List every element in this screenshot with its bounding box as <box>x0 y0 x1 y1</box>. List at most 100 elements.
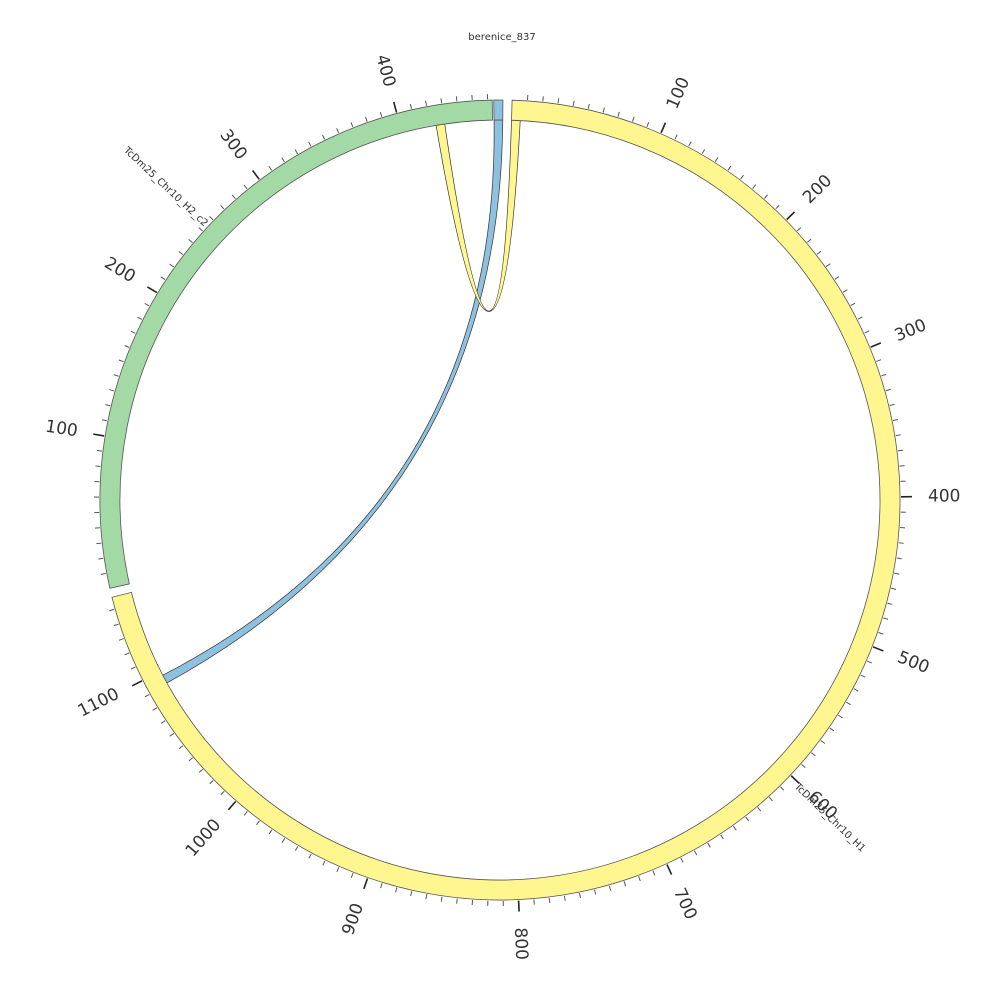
tick-label: 100 <box>663 74 694 112</box>
tick-minor <box>441 98 442 103</box>
tick-minor <box>170 264 174 267</box>
tick-minor <box>708 843 711 847</box>
tick-minor <box>114 375 119 377</box>
tick-minor <box>366 117 368 122</box>
tick-minor <box>179 746 183 749</box>
tick-minor <box>170 733 174 736</box>
ticks-layer <box>93 94 912 911</box>
tick-minor <box>125 653 130 655</box>
tick-minor <box>769 797 772 801</box>
tick-major <box>667 865 672 875</box>
tick-minor <box>694 851 696 855</box>
labels-layer: 10020030040050060070080090010001100TcDm2… <box>44 53 961 961</box>
tick-minor <box>109 609 114 610</box>
segment-name-label: TcDm25_Chr10_H1 <box>791 781 867 855</box>
tick-label: 300 <box>892 315 930 346</box>
tick-minor <box>741 175 744 179</box>
tick-minor <box>189 239 193 242</box>
tick-minor <box>558 98 559 103</box>
tick-minor <box>573 101 574 106</box>
tick-label: 200 <box>101 253 139 287</box>
tick-minor <box>753 185 756 189</box>
tick-minor <box>878 633 883 635</box>
tick-minor <box>145 303 149 305</box>
tick-minor <box>733 826 736 830</box>
tick-minor <box>244 185 247 189</box>
tick-minor <box>653 871 655 876</box>
tick-minor <box>221 205 224 209</box>
tick-minor <box>161 721 165 724</box>
tick-minor <box>131 331 136 333</box>
tick-minor <box>675 135 677 139</box>
tick-minor <box>843 290 847 293</box>
tick-minor <box>410 104 411 109</box>
tick-label: 200 <box>799 171 836 208</box>
tick-minor <box>98 558 103 559</box>
tick-minor <box>746 817 749 821</box>
tick-minor <box>564 896 565 901</box>
tick-minor <box>595 890 596 895</box>
tick-minor <box>851 303 855 305</box>
tick-minor <box>137 317 141 319</box>
tick-minor <box>721 835 724 839</box>
tick-minor <box>807 239 811 242</box>
tick-minor <box>758 807 761 811</box>
tick-minor <box>309 142 311 146</box>
tick-minor <box>441 897 442 902</box>
tick-minor <box>624 881 626 886</box>
tick-major <box>871 343 881 347</box>
tick-minor <box>891 588 896 589</box>
tick-minor <box>96 543 101 544</box>
tick-minor <box>609 886 610 891</box>
tick-minor <box>456 96 457 101</box>
tick-minor <box>854 689 858 691</box>
tick-label: 700 <box>669 885 701 923</box>
tick-minor <box>119 639 124 641</box>
tick-minor <box>817 251 821 254</box>
tick-minor <box>894 573 899 574</box>
tick-minor <box>119 360 124 362</box>
tick-minor <box>797 227 801 230</box>
tick-major <box>787 212 795 220</box>
tick-minor <box>125 345 130 347</box>
tick-minor <box>351 873 353 878</box>
tick-label: 1000 <box>182 815 226 861</box>
tick-label: 800 <box>510 927 531 960</box>
tick-minor <box>549 898 550 903</box>
tick-minor <box>728 166 731 170</box>
tick-minor <box>830 728 834 731</box>
tick-minor <box>199 769 203 772</box>
tick-minor <box>131 667 136 669</box>
segment-name-label: TcDm25_Chr10_H2_c2 <box>121 145 210 230</box>
tick-minor <box>295 150 298 154</box>
tick-minor <box>858 317 862 319</box>
tick-minor <box>893 419 898 420</box>
tick-minor <box>776 205 779 209</box>
tick-minor <box>897 558 902 559</box>
tick-minor <box>647 122 649 127</box>
tick-minor <box>109 390 114 391</box>
tick-minor <box>861 675 865 677</box>
tick-minor <box>633 117 635 122</box>
tick-label: 400 <box>372 53 400 90</box>
tick-minor <box>323 135 325 139</box>
tick-minor <box>426 894 427 899</box>
tick-minor <box>846 702 850 705</box>
tick-major <box>873 647 883 651</box>
tick-minor <box>876 360 881 362</box>
tick-minor <box>826 264 830 267</box>
tick-minor <box>295 846 298 850</box>
tick-minor <box>580 893 581 898</box>
tick-minor <box>210 780 214 783</box>
tick-minor <box>105 405 110 406</box>
tick-minor <box>161 277 165 280</box>
tick-minor <box>411 891 412 896</box>
tick-minor <box>886 389 891 390</box>
segment-small-0 <box>494 100 503 120</box>
tick-minor <box>309 854 311 858</box>
tick-minor <box>811 753 815 756</box>
tick-major <box>519 901 520 912</box>
tick-minor <box>102 420 107 421</box>
